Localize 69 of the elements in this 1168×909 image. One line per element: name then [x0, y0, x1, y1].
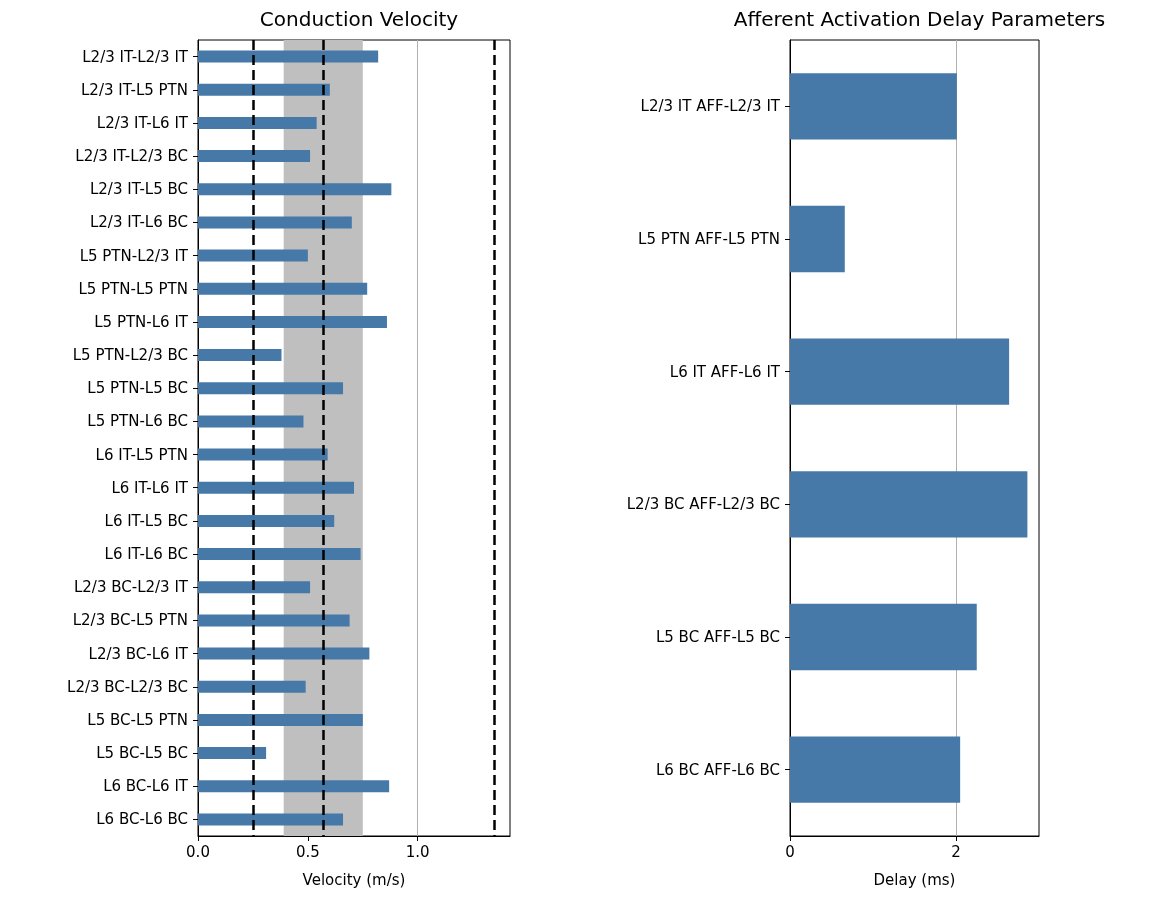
x-tick-label: 0.0 [186, 842, 210, 861]
y-tick-label: L2/3 IT-L5 BC [89, 180, 188, 199]
bar [198, 813, 344, 826]
y-tick-label: L6 BC-L6 IT [103, 777, 189, 796]
y-tick-label: L2/3 IT-L6 BC [89, 213, 188, 232]
bar [790, 471, 1028, 538]
bar [198, 83, 330, 96]
y-tick-label: L2/3 IT-L6 IT [96, 113, 189, 132]
bar [198, 548, 361, 561]
x-axis-title: Delay (ms) [873, 870, 956, 889]
y-tick-label: L6 BC AFF-L6 BC [655, 760, 780, 779]
y-tick-label: L6 IT AFF-L6 IT [669, 362, 781, 381]
bar [790, 736, 961, 803]
y-tick-label: L6 IT-L6 BC [104, 545, 188, 564]
bar [198, 382, 344, 395]
y-tick-label: L6 IT-L5 BC [104, 511, 188, 530]
y-tick-label: L5 PTN-L5 BC [87, 379, 188, 398]
bar [198, 249, 308, 262]
bar [198, 50, 379, 63]
y-tick-label: L5 BC-L5 PTN [87, 710, 188, 729]
y-tick-label: L5 PTN-L6 IT [94, 312, 189, 331]
x-tick-label: 0 [785, 842, 795, 861]
bar [198, 481, 354, 494]
bar [198, 349, 282, 362]
bar [198, 415, 304, 428]
bar [198, 282, 368, 295]
bar [198, 614, 350, 627]
chart-title: Conduction Velocity [259, 7, 459, 31]
x-tick-label: 0.5 [295, 842, 320, 861]
y-tick-label: L5 BC-L5 BC [96, 744, 188, 763]
y-tick-label: L5 BC AFF-L5 BC [655, 628, 780, 646]
bar [790, 205, 845, 273]
bar [198, 780, 390, 793]
y-tick-label: L5 PTN-L6 BC [87, 412, 188, 431]
y-tick-label: L6 BC-L6 BC [96, 810, 188, 829]
bar [198, 713, 363, 726]
bar [198, 581, 311, 594]
bar [790, 338, 1010, 405]
y-tick-label: L2/3 BC-L2/3 IT [73, 578, 189, 597]
bar [198, 315, 387, 328]
y-tick-label: L5 PTN-L2/3 BC [72, 346, 188, 365]
bar [198, 747, 267, 760]
bar [198, 116, 317, 129]
y-tick-label: L5 PTN-L2/3 IT [79, 246, 189, 265]
y-tick-label: L2/3 BC-L5 PTN [72, 611, 188, 630]
y-tick-label: L5 PTN-L5 PTN [78, 279, 188, 298]
y-tick-label: L6 IT-L5 PTN [95, 445, 188, 464]
bar [198, 680, 306, 693]
bar [198, 647, 370, 660]
y-tick-label: L5 PTN AFF-L5 PTN [638, 230, 780, 248]
y-tick-label: L2/3 IT-L2/3 IT [82, 47, 189, 66]
x-tick-label: 2 [951, 842, 961, 861]
y-tick-label: L2/3 BC-L2/3 BC [67, 677, 188, 696]
bar [198, 216, 352, 229]
bar [198, 183, 392, 196]
bar [198, 150, 311, 163]
y-tick-label: L2/3 BC-L6 IT [88, 644, 189, 663]
bar [198, 514, 335, 527]
chart-title: Afferent Activation Delay Parameters [733, 7, 1106, 31]
y-tick-label: L2/3 IT-L5 PTN [81, 80, 188, 99]
x-axis-title: Velocity (m/s) [302, 870, 406, 889]
y-tick-label: L6 IT-L6 IT [111, 478, 189, 497]
bar [790, 603, 977, 671]
bar [790, 73, 957, 140]
y-tick-label: L2/3 IT AFF-L2/3 IT [640, 97, 781, 116]
bar [198, 448, 328, 461]
x-tick-label: 1.0 [405, 842, 430, 861]
y-tick-label: L2/3 IT-L2/3 BC [75, 147, 188, 166]
y-tick-label: L2/3 BC AFF-L2/3 BC [626, 495, 780, 514]
